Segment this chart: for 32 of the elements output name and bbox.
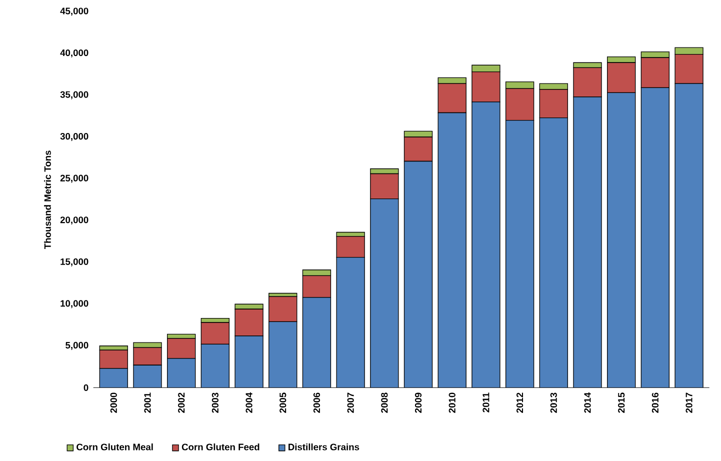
x-tick-label: 2002 bbox=[178, 392, 185, 413]
y-tick-label: 20,000 bbox=[60, 216, 88, 225]
x-tick-label: 2005 bbox=[280, 392, 286, 413]
y-axis-title: Thousand Metric Tons bbox=[44, 150, 51, 249]
x-tick-label: 2009 bbox=[414, 392, 422, 413]
y-tick-label: 0 bbox=[84, 384, 88, 391]
x-tick-label: 2016 bbox=[652, 392, 658, 413]
y-tick-label: 15,000 bbox=[60, 258, 88, 266]
x-tick-label: 2013 bbox=[550, 392, 557, 413]
x-tick-label: 2008 bbox=[381, 392, 388, 413]
legend-label: Distillers Grains bbox=[288, 443, 360, 450]
x-tick-label: 2004 bbox=[246, 392, 252, 413]
y-tick-label: 40,000 bbox=[60, 49, 88, 58]
x-tick-label: 2017 bbox=[686, 392, 692, 413]
y-tick-label: 25,000 bbox=[60, 174, 88, 183]
x-tick-label: 2014 bbox=[584, 392, 591, 413]
y-tick-label: 10,000 bbox=[60, 300, 88, 308]
x-tick-label: 2011 bbox=[482, 392, 490, 412]
x-tick-label: 2000 bbox=[110, 392, 117, 413]
x-tick-label: 2010 bbox=[448, 392, 456, 413]
legend-label: Corn Gluten Meal bbox=[76, 443, 153, 450]
y-tick-label: 35,000 bbox=[60, 91, 88, 100]
legend-label: Corn Gluten Feed bbox=[182, 443, 260, 450]
x-tick-label: 2001 bbox=[144, 392, 151, 413]
y-tick-label: 5,000 bbox=[66, 342, 88, 350]
x-tick-label: 2006 bbox=[313, 392, 320, 413]
y-tick-label: 45,000 bbox=[60, 8, 88, 16]
y-tick-label: 30,000 bbox=[60, 133, 88, 141]
x-tick-label: 2015 bbox=[618, 392, 625, 413]
x-tick-label: 2007 bbox=[347, 392, 354, 413]
x-tick-label: 2012 bbox=[516, 392, 524, 413]
x-tick-label: 2003 bbox=[212, 392, 218, 413]
